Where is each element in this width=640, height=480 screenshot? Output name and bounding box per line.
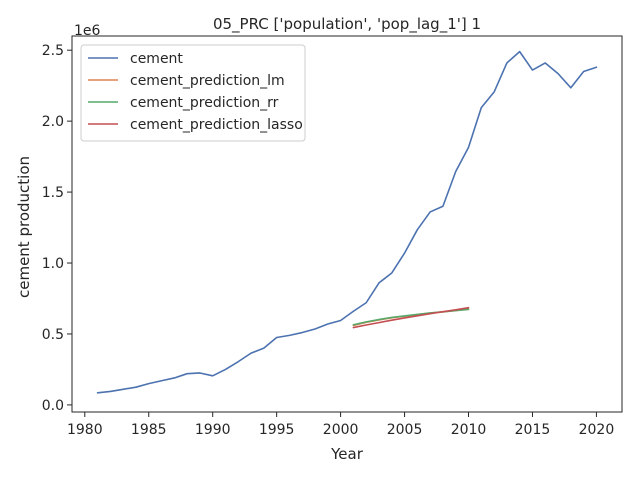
x-tick-label: 2010	[451, 422, 487, 438]
chart-title: 05_PRC ['population', 'pop_lag_1'] 1	[213, 15, 481, 34]
legend: cement cement_prediction_lm cement_predict…	[80, 44, 306, 142]
x-tick-label: 2000	[323, 422, 359, 438]
x-tick-label: 1980	[67, 422, 103, 438]
legend-box	[80, 44, 306, 142]
legend-label: cement_prediction_lm	[130, 73, 285, 89]
series-line-cement-prediction-lasso	[352, 306, 470, 329]
y-tick-label: 0.0	[42, 398, 64, 414]
plot-lines	[96, 50, 598, 394]
plot-frame	[71, 35, 623, 413]
x-tick-label: 1985	[131, 422, 167, 438]
y-tick-label: 2.0	[42, 114, 64, 130]
y-tick-label: 0.5	[42, 327, 64, 343]
legend-label: cement	[130, 51, 183, 67]
y-axis-label: cement production	[15, 156, 33, 298]
x-tick-label: 2015	[515, 422, 551, 438]
series-line-cement	[96, 50, 598, 394]
x-axis: 1980 1985 1990 1995 2000 2005 2010 2015 2020	[67, 412, 614, 438]
y-offset-label: 1e6	[74, 23, 101, 39]
x-tick-label: 1990	[195, 422, 231, 438]
legend-label: cement_prediction_lasso	[130, 117, 303, 133]
y-tick-label: 2.5	[42, 43, 64, 59]
x-tick-label: 2020	[579, 422, 615, 438]
x-tick-label: 2005	[387, 422, 423, 438]
y-tick-label: 1.0	[42, 256, 64, 272]
y-tick-label: 1.5	[42, 185, 64, 201]
x-axis-label: Year	[330, 445, 364, 463]
x-tick-label: 1995	[259, 422, 295, 438]
y-axis: 0.0 0.5 1.0 1.5 2.0 2.5	[42, 43, 72, 414]
legend-label: cement_prediction_rr	[130, 95, 279, 111]
